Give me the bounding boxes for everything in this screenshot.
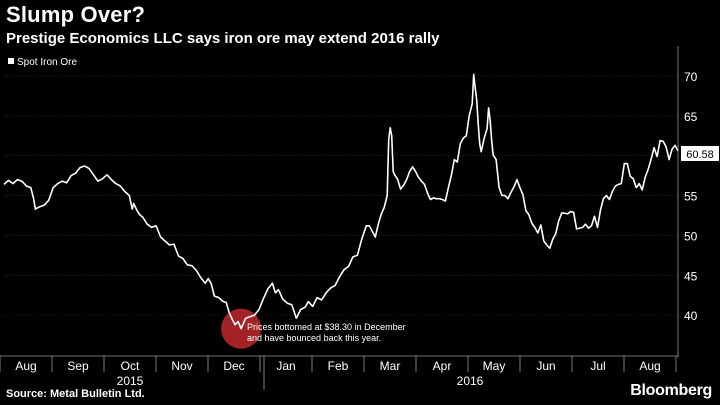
annotation-line-1: Prices bottomed at $38.30 in December: [247, 322, 406, 332]
gridlines: [4, 75, 678, 316]
x-tick-label: Jan: [276, 359, 295, 373]
brand-logo: Bloomberg: [630, 382, 712, 399]
source-note: Source: Metal Bulletin Ltd.: [6, 388, 145, 400]
x-tick-label: Sep: [67, 359, 89, 373]
x-tick-label: Mar: [380, 359, 401, 373]
x-tick-label: Dec: [223, 359, 244, 373]
annotation-line-2: and have bounced back this year.: [247, 333, 381, 343]
x-year-label: 2016: [457, 374, 484, 388]
y-tick-label: 70: [684, 70, 698, 84]
last-value-label: 60.58: [686, 149, 714, 161]
x-tick-label: Nov: [171, 359, 192, 373]
x-axis: Aug Sep Oct Nov Dec Jan Feb Mar Apr May Jun Jul Aug 2…: [0, 355, 678, 390]
y-tick-label: 45: [684, 269, 698, 283]
x-tick-label: Jun: [536, 359, 555, 373]
y-tick-label: 40: [684, 309, 698, 323]
x-tick-label: May: [483, 359, 506, 373]
series-line-spot-iron-ore: [3, 73, 679, 330]
x-tick-label: Jul: [590, 359, 605, 373]
x-tick-label: Aug: [15, 359, 36, 373]
chart-title: Slump Over?: [6, 2, 146, 27]
x-year-label: 2015: [117, 374, 144, 388]
x-tick-label: Aug: [639, 359, 660, 373]
chart-subtitle: Prestige Economics LLC says iron ore may…: [6, 30, 440, 47]
last-value-box: [681, 146, 719, 161]
x-tick-label: Apr: [433, 359, 452, 373]
y-tick-label: 55: [684, 190, 698, 204]
last-value-tag: 60.58: [681, 146, 719, 161]
legend: Spot Iron Ore: [8, 57, 77, 68]
y-tick-label: 50: [684, 229, 698, 243]
annotation: Prices bottomed at $38.30 in December an…: [247, 322, 406, 343]
y-tick-label: 65: [684, 110, 698, 124]
x-tick-label: Feb: [328, 359, 349, 373]
y-axis: 40455055606570: [677, 46, 698, 357]
legend-swatch: [8, 58, 14, 64]
legend-label: Spot Iron Ore: [17, 57, 77, 68]
x-tick-label: Oct: [121, 359, 140, 373]
